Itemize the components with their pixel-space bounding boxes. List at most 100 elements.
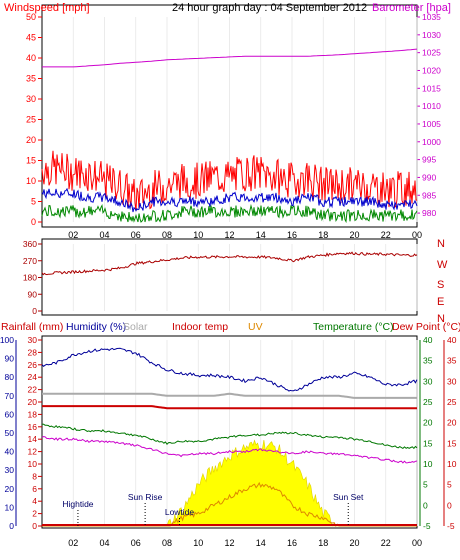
- direction-gridlines: [72, 244, 418, 311]
- wind-x-ticks: 02 04 06 08 10 12 14 16 18 20 22 00: [68, 230, 422, 240]
- direction-tick-label: 0: [32, 306, 37, 316]
- dew-point-label: Dew Point (°C): [392, 321, 460, 333]
- temperature-tick-label: 25: [423, 397, 433, 407]
- dewpoint-tick-label: 40: [447, 335, 457, 345]
- direction-tick-label: 360: [23, 239, 37, 249]
- bottom-x-tick-label: 20: [349, 538, 359, 548]
- direction-series: [41, 251, 418, 276]
- wind-low-line: [41, 203, 418, 224]
- temperature-tick-label: -5: [423, 521, 431, 531]
- barometer-tick-label: 995: [422, 155, 436, 165]
- bottom-x-tick-label: 16: [287, 538, 297, 548]
- bottom-x-tick-label: 06: [131, 538, 141, 548]
- barometer-tick-label: 1010: [422, 101, 441, 111]
- dewpoint-tick-label: 35: [447, 356, 457, 366]
- direction-tick-label: 90: [28, 289, 38, 299]
- wind-x-tick-label: 10: [193, 230, 203, 240]
- dewpoint-tick-label: 0: [447, 500, 452, 510]
- humidity-tick-label: 50: [5, 428, 15, 438]
- wind-tick-label: 25: [26, 115, 36, 125]
- bottom-x-tick-label: 00: [412, 538, 422, 548]
- wind-tick-label: 5: [31, 197, 36, 207]
- wind-tick-label: 35: [26, 74, 36, 84]
- wind-tick-label: 45: [26, 33, 36, 43]
- temperature-tick-label: 30: [423, 376, 433, 386]
- humidity-tick-label: 40: [5, 447, 15, 457]
- barometer-tick-label: 1035: [422, 12, 441, 22]
- compass-label: E: [437, 296, 444, 308]
- rain-tick-label: 4: [32, 496, 37, 506]
- bottom-x-tick-label: 02: [68, 538, 78, 548]
- bottom-x-tick-label: 04: [99, 538, 109, 548]
- windspeed-label: Windspeed [mph]: [4, 2, 90, 14]
- dewpoint-tick-label: -5: [447, 521, 455, 531]
- wind-tick-label: 20: [26, 135, 36, 145]
- barometer-tick-label: 1020: [422, 65, 441, 75]
- rain-tick-label: 14: [28, 434, 38, 444]
- bottom-x-tick-label: 10: [193, 538, 203, 548]
- solar-line: [42, 392, 417, 399]
- wind-x-tick-label: 02: [68, 230, 78, 240]
- rain-tick-label: 6: [32, 484, 37, 494]
- wind-x-tick-label: 16: [287, 230, 297, 240]
- humidity-tick-label: 0: [9, 521, 14, 531]
- humidity-tick-label: 90: [5, 354, 15, 364]
- barometer-tick-label: 1005: [422, 119, 441, 129]
- dewpoint-tick-label: 10: [447, 459, 457, 469]
- bottom-x-tick-label: 18: [318, 538, 328, 548]
- humidity-line: [41, 347, 418, 392]
- dew-point-line: [41, 436, 418, 464]
- indoor-temp-line: [42, 405, 417, 410]
- humidity-tick-label: 70: [5, 391, 15, 401]
- bottom-x-tick-label: 22: [381, 538, 391, 548]
- temperature-tick-label: 5: [423, 480, 428, 490]
- humidity-tick-label: 20: [5, 484, 15, 494]
- event-label: Sun Rise: [128, 492, 163, 502]
- dewpoint-axis-ticks: -5 0 5 10 15 20 25 30 35 40: [443, 335, 457, 531]
- compass-label: N: [437, 313, 445, 325]
- dewpoint-tick-label: 25: [447, 397, 457, 407]
- barometer-tick-label: 990: [422, 172, 436, 182]
- bottom-x-tick-label: 12: [224, 538, 234, 548]
- event-label: Lowtide: [165, 507, 195, 517]
- wind-right-ticks: 980 985 990 995 1000 1005 1010 1015 1020 1025 1030…: [417, 12, 441, 218]
- rain-tick-label: 28: [28, 347, 38, 357]
- rain-tick-label: 8: [32, 471, 37, 481]
- temperature-tick-label: 20: [423, 418, 433, 428]
- barometer-tick-label: 985: [422, 190, 436, 200]
- temperature-tick-label: 40: [423, 335, 433, 345]
- barometer-tick-label: 1030: [422, 30, 441, 40]
- bottom-x-ticks: 02 04 06 08 10 12 14 16 18 20 22 00: [68, 538, 422, 548]
- rain-tick-label: 30: [28, 335, 38, 345]
- temperature-tick-label: 0: [423, 500, 428, 510]
- rain-tick-label: 22: [28, 385, 38, 395]
- wind-x-tick-label: 12: [224, 230, 234, 240]
- wind-x-tick-label: 00: [412, 230, 422, 240]
- event-label: Hightide: [62, 499, 93, 509]
- barometer-tick-label: 1000: [422, 137, 441, 147]
- wind-x-tick-label: 08: [162, 230, 172, 240]
- humidity-label: Humidity (%): [66, 321, 126, 333]
- direction-tick-label: 180: [23, 273, 37, 283]
- wind-tick-label: 10: [26, 176, 36, 186]
- humidity-tick-label: 10: [5, 502, 15, 512]
- wind-tick-label: 40: [26, 53, 36, 63]
- temperature-axis-ticks: -5 0 5 10 15 20 25 30 35 40: [419, 335, 433, 531]
- direction-tick-label: 270: [23, 256, 37, 266]
- wind-tick-label: 0: [31, 217, 36, 227]
- temperature-tick-label: 15: [423, 438, 433, 448]
- wind-tick-label: 30: [26, 94, 36, 104]
- wind-x-tick-label: 22: [381, 230, 391, 240]
- bottom-series: [41, 347, 418, 527]
- temperature-line: [41, 423, 418, 450]
- wind-tick-label: 15: [26, 156, 36, 166]
- dewpoint-tick-label: 5: [447, 480, 452, 490]
- direction-left-ticks: 0 90 180 270 360: [23, 239, 42, 316]
- dewpoint-tick-label: 20: [447, 418, 457, 428]
- humidity-tick-label: 80: [5, 372, 15, 382]
- wind-average-line: [41, 187, 418, 213]
- barometer-line: [42, 48, 418, 68]
- temperature-tick-label: 10: [423, 459, 433, 469]
